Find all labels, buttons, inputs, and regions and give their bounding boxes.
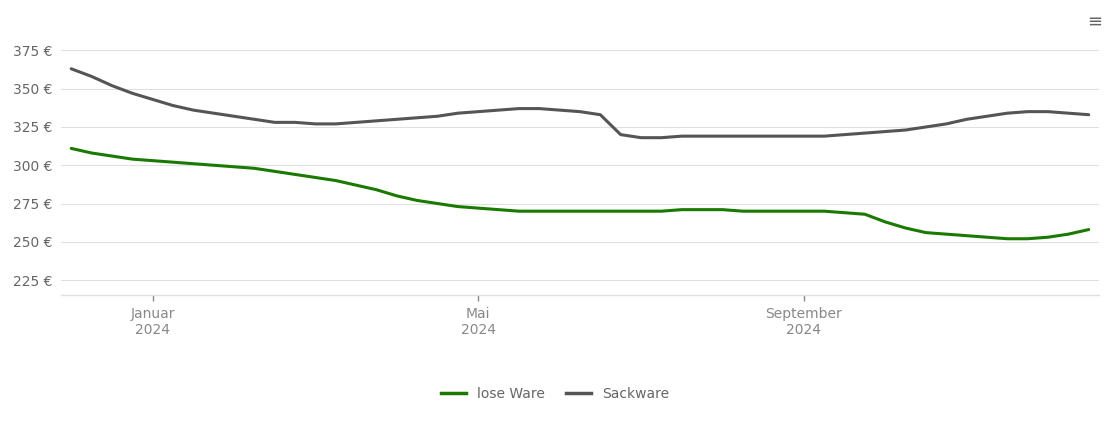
Text: ≡: ≡	[1087, 13, 1102, 31]
Legend: lose Ware, Sackware: lose Ware, Sackware	[435, 381, 675, 407]
